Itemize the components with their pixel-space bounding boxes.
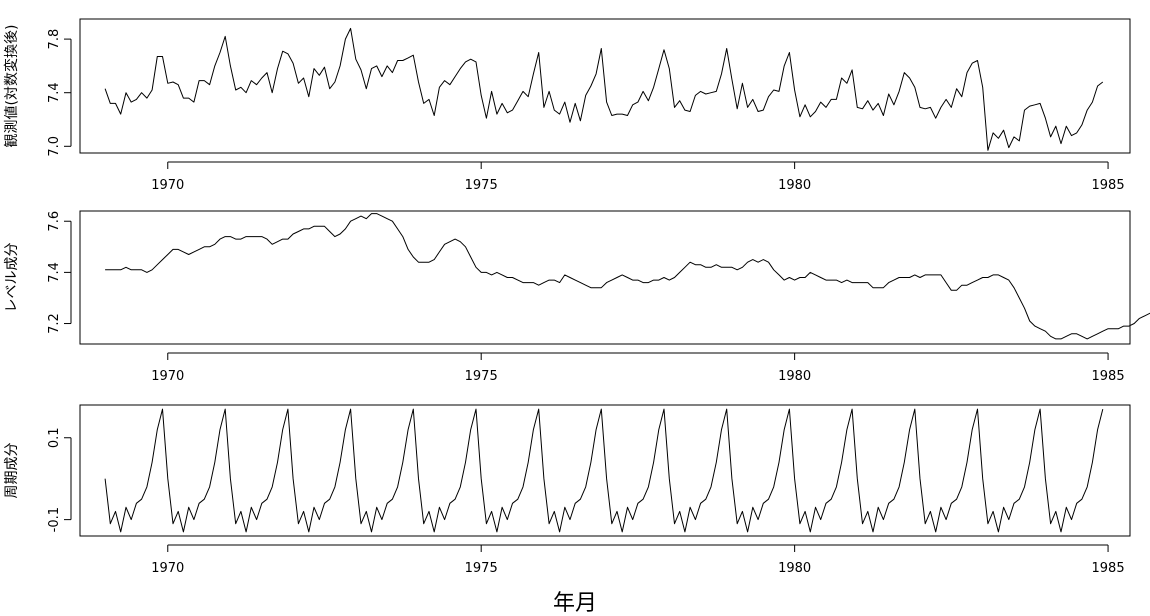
x-axis-title: 年月: [553, 591, 597, 616]
y-tick-label: 7.8: [47, 29, 62, 50]
x-tick-label: 1970: [151, 561, 184, 576]
y-axis-title: 観測値(対数変換後): [3, 25, 20, 148]
series-line: [105, 213, 1150, 340]
x-tick-label: 1970: [151, 178, 184, 193]
plot-frame: [79, 404, 1131, 537]
x-tick-label: 1980: [778, 369, 811, 384]
y-tick-label: 7.4: [47, 262, 62, 283]
y-tick-label: -0.1: [47, 507, 62, 532]
x-tick-label: 1970: [151, 369, 184, 384]
series-line: [104, 408, 1104, 533]
y-tick-label: 7.2: [47, 313, 62, 334]
x-tick-label: 1980: [778, 178, 811, 193]
y-tick-label: 7.6: [47, 211, 62, 232]
x-tick-label: 1975: [465, 561, 498, 576]
plot-frame: [79, 18, 1131, 154]
y-tick-label: 7.0: [47, 136, 62, 157]
x-tick-label: 1975: [465, 178, 498, 193]
y-tick-label: 7.4: [47, 82, 62, 103]
y-axis-title: レベル成分: [4, 243, 20, 313]
y-tick-label: 0.1: [47, 427, 62, 448]
plot-frame: [79, 210, 1131, 345]
observed-panel: 1970 1975 1980 1985 7.0 7.4 7.8 観測値(対数変換後): [3, 18, 1131, 193]
x-tick-label: 1985: [1092, 369, 1125, 384]
x-tick-label: 1985: [1092, 178, 1125, 193]
seasonal-panel: 1970 1975 1980 1985 -0.1 0.1 周期成分: [4, 404, 1131, 576]
level-panel: 1970 1975 1980 1985 7.2 7.4 7.6 レベル成分: [4, 210, 1150, 384]
y-axis-title: 周期成分: [4, 443, 20, 499]
x-tick-label: 1980: [778, 561, 811, 576]
x-tick-label: 1975: [465, 369, 498, 384]
x-tick-label: 1985: [1092, 561, 1125, 576]
series-line: [104, 27, 1104, 151]
